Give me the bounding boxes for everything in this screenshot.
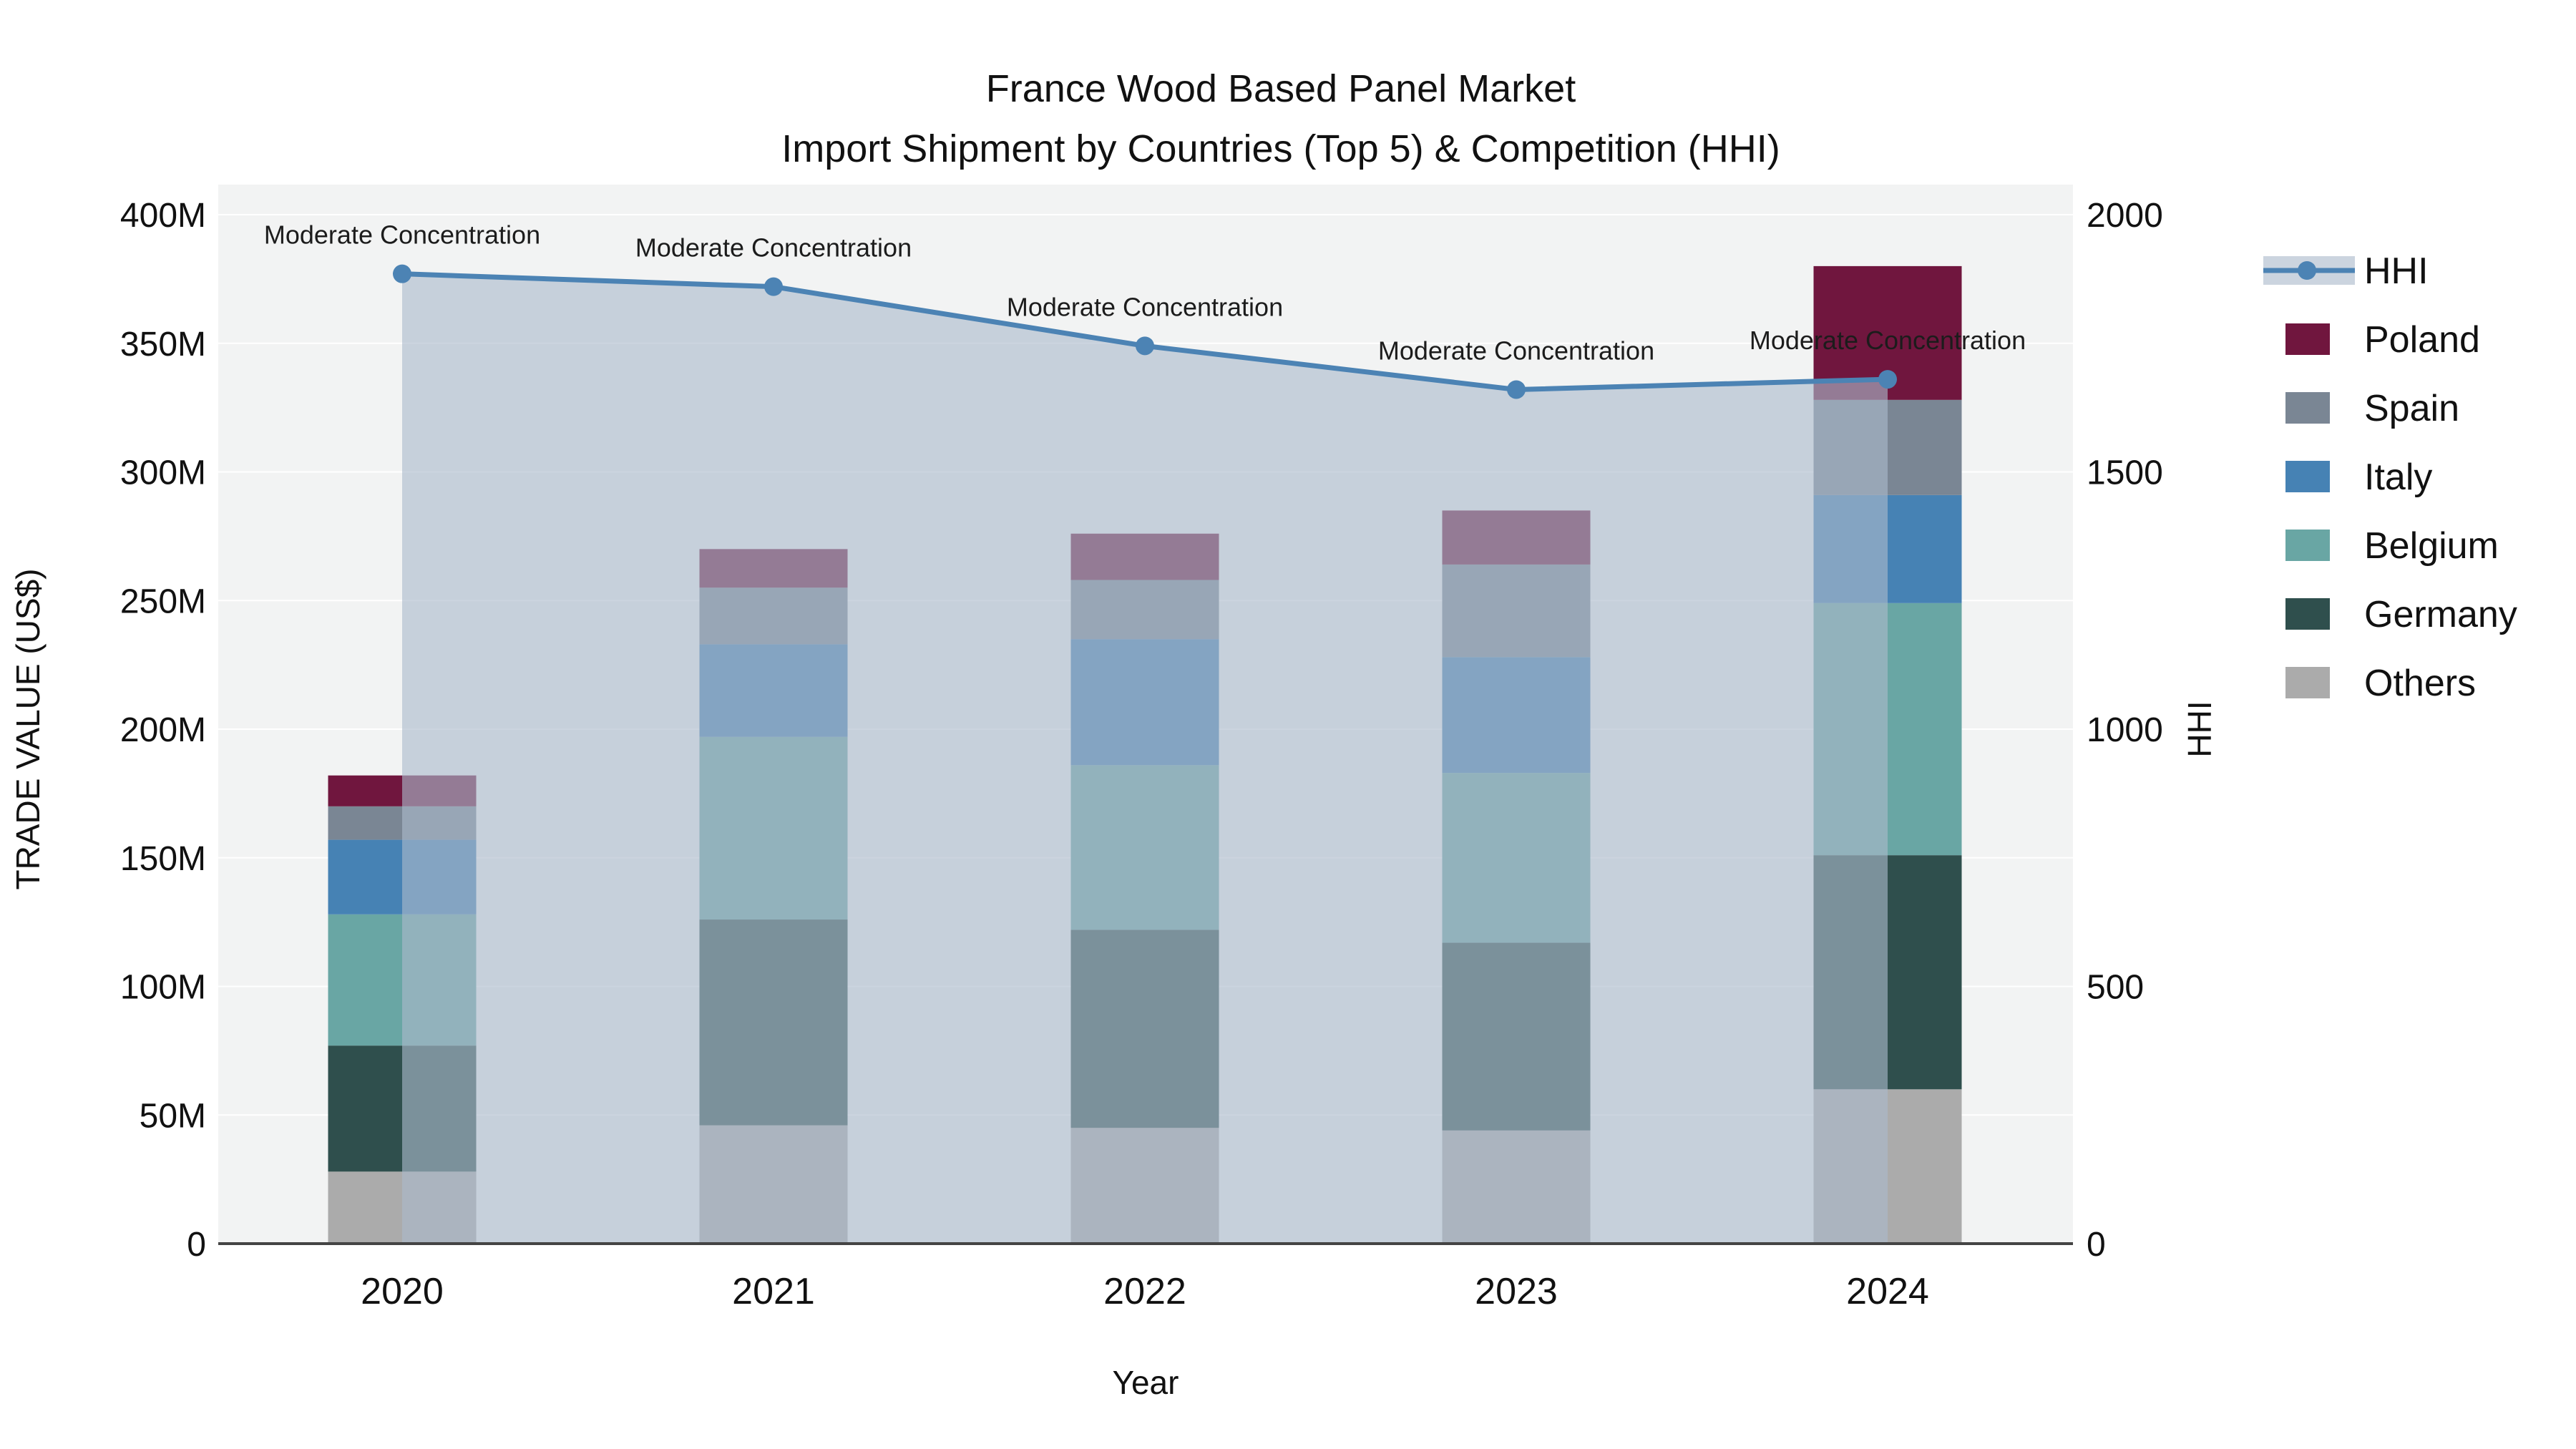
legend-label-spain: Spain — [2364, 388, 2459, 429]
y-right-tick-1500: 1500 — [2087, 454, 2163, 492]
y-axis-title-left: TRADE VALUE (US$) — [9, 568, 47, 889]
hhi-line-layer — [393, 264, 1897, 399]
x-tick-2024: 2024 — [1846, 1271, 1929, 1312]
legend-label-germany: Germany — [2364, 594, 2517, 635]
legend-label-belgium: Belgium — [2364, 525, 2499, 567]
y-axis-title-right: HHI — [2181, 701, 2218, 757]
annotation-moderate-concentration-2021: Moderate Concentration — [635, 233, 912, 263]
annotations-layer: Moderate Concentration Moderate Concentra… — [264, 220, 2026, 366]
x-tick-2022: 2022 — [1103, 1271, 1186, 1312]
legend-item-italy[interactable]: Italy — [2285, 457, 2432, 498]
legend-swatch-spain — [2285, 392, 2330, 424]
hhi-area-fill-layer — [402, 273, 1888, 1244]
y-right-tick-1000: 1000 — [2087, 711, 2163, 749]
legend-label-hhi: HHI — [2364, 250, 2429, 292]
hhi-point-2023[interactable] — [1507, 380, 1526, 399]
annotation-moderate-concentration-2022: Moderate Concentration — [1007, 292, 1283, 321]
y-left-tick-350M: 350M — [120, 326, 206, 364]
y-left-tick-400M: 400M — [120, 197, 206, 235]
hhi-area-fill — [402, 273, 1888, 1244]
chart-title-line-1: France Wood Based Panel Market — [986, 67, 1576, 110]
legend: HHI Poland Spain Italy Belgium Germany Others — [2263, 250, 2517, 704]
annotation-moderate-concentration-2020: Moderate Concentration — [264, 220, 540, 250]
legend-swatch-italy — [2285, 461, 2330, 492]
y-right-tick-0: 0 — [2087, 1226, 2106, 1264]
y-left-tick-300M: 300M — [120, 454, 206, 492]
annotation-moderate-concentration-2024: Moderate Concentration — [1750, 326, 2026, 355]
x-tick-2020: 2020 — [361, 1271, 444, 1312]
legend-label-others: Others — [2364, 663, 2476, 704]
y-left-tick-250M: 250M — [120, 582, 206, 620]
legend-label-poland: Poland — [2364, 319, 2480, 361]
legend-swatch-others — [2285, 667, 2330, 698]
hhi-point-2020[interactable] — [393, 264, 411, 283]
legend-item-others[interactable]: Others — [2285, 663, 2476, 704]
legend-swatch-belgium — [2285, 530, 2330, 561]
legend-item-hhi[interactable]: HHI — [2263, 250, 2429, 292]
hhi-point-2024[interactable] — [1878, 370, 1897, 389]
legend-item-poland[interactable]: Poland — [2285, 319, 2480, 361]
hhi-point-2022[interactable] — [1136, 336, 1154, 356]
y-left-tick-50M: 50M — [140, 1097, 206, 1135]
hhi-point-2021[interactable] — [764, 277, 783, 296]
legend-item-belgium[interactable]: Belgium — [2285, 525, 2499, 567]
legend-swatch-poland — [2285, 323, 2330, 355]
legend-label-italy: Italy — [2364, 457, 2432, 498]
chart-title-line-2: Import Shipment by Countries (Top 5) & C… — [781, 127, 1780, 170]
y-left-tick-100M: 100M — [120, 969, 206, 1007]
legend-item-spain[interactable]: Spain — [2285, 388, 2459, 429]
y-right-tick-500: 500 — [2087, 969, 2144, 1007]
x-tick-2021: 2021 — [732, 1271, 815, 1312]
legend-swatch-germany — [2285, 598, 2330, 630]
legend-hhi-marker-icon — [2298, 261, 2316, 280]
x-axis-title: Year — [1113, 1364, 1179, 1401]
y-right-tick-2000: 2000 — [2087, 197, 2163, 235]
x-tick-2023: 2023 — [1475, 1271, 1558, 1312]
legend-item-germany[interactable]: Germany — [2285, 594, 2517, 635]
axes-layer: 0 50M 100M 150M 200M 250M 300M 350M 400M 0 500 1000… — [120, 197, 2163, 1312]
y-left-tick-0: 0 — [187, 1226, 206, 1264]
y-left-tick-200M: 200M — [120, 711, 206, 749]
y-left-tick-150M: 150M — [120, 840, 206, 878]
annotation-moderate-concentration-2023: Moderate Concentration — [1378, 336, 1654, 365]
